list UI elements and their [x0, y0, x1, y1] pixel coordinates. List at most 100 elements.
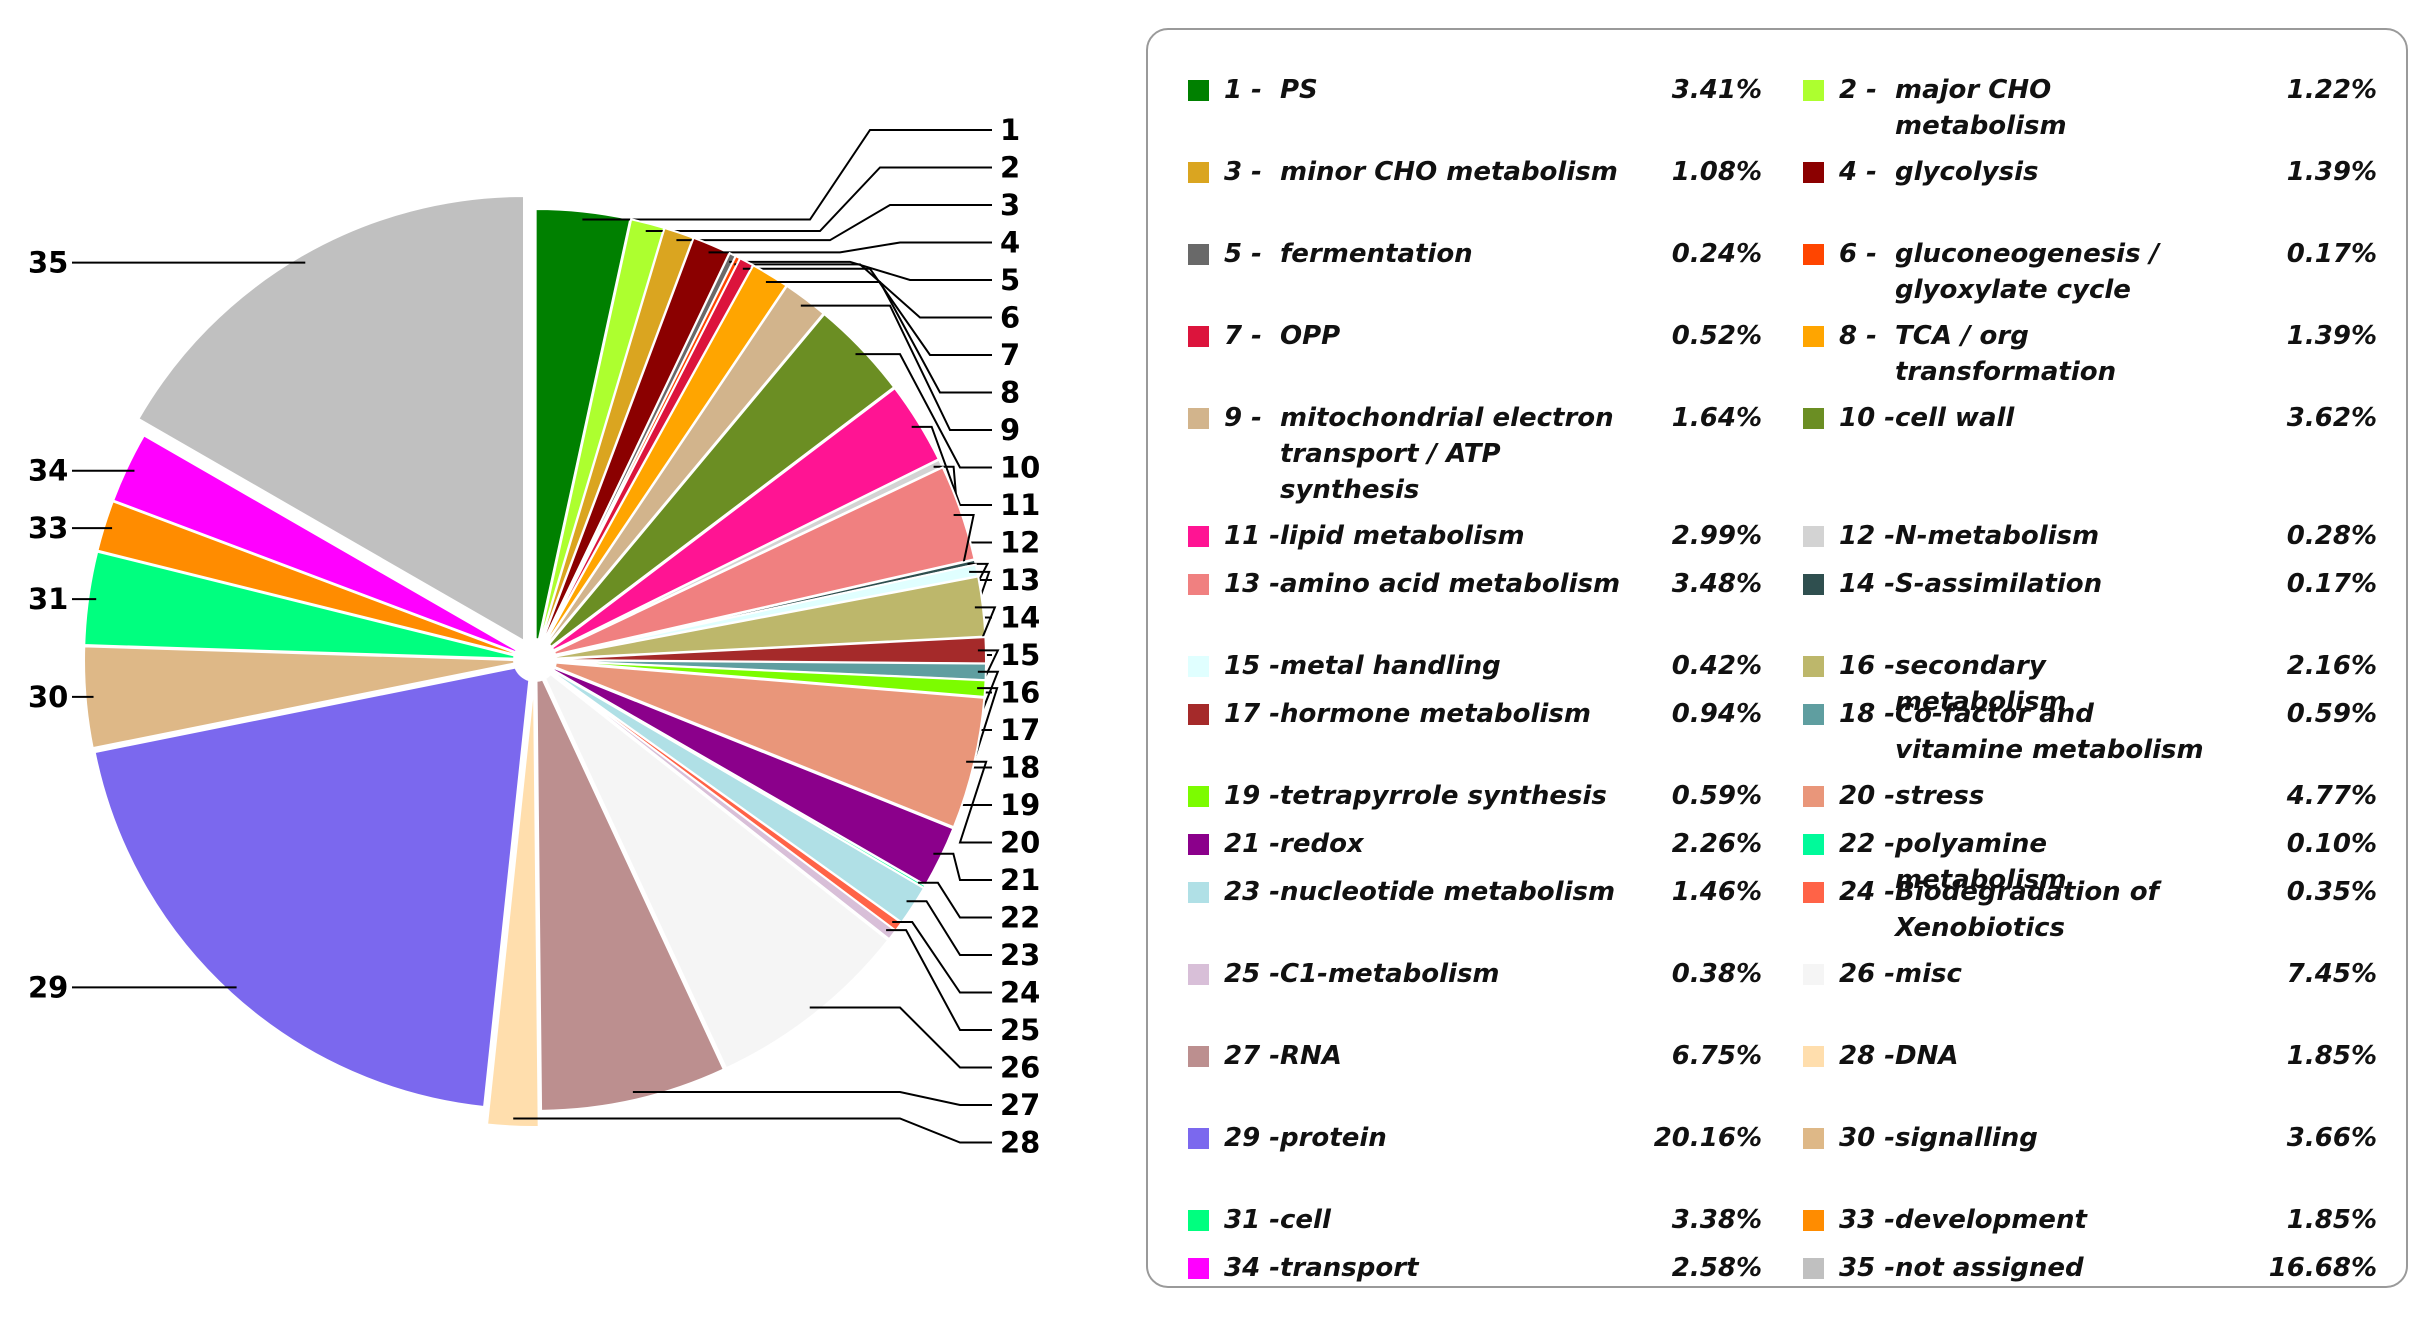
- legend-percent: 2.58%: [1671, 1253, 1762, 1283]
- legend-item-8: 8 - TCA / org transformation 1.39%: [1803, 318, 2378, 398]
- legend-item-20: 20 - stress 4.77%: [1803, 778, 2378, 858]
- callout-label-7: 7: [1000, 338, 1020, 372]
- leader-line-24: [892, 921, 992, 994]
- legend-percent: 0.28%: [2286, 521, 2377, 551]
- leader-line-28: [513, 1117, 992, 1144]
- legend-label: fermentation: [1280, 239, 1473, 269]
- legend-percent: 3.41%: [1671, 75, 1762, 105]
- pie-slice-10: [538, 312, 896, 657]
- legend-percent: 3.38%: [1671, 1205, 1762, 1235]
- legend-number: 19 -: [1224, 781, 1281, 811]
- legend-number: 8 -: [1839, 321, 1877, 351]
- leader-line-10: [855, 353, 992, 469]
- callout-label-10: 10: [1000, 451, 1040, 485]
- legend-swatch: [1803, 1258, 1824, 1279]
- legend-swatch: [1188, 162, 1209, 183]
- legend-swatch: [1803, 882, 1824, 903]
- pie-slice-28: [485, 681, 540, 1128]
- legend-number: 10 -: [1839, 403, 1896, 433]
- legend-item-34: 34 - transport 2.58%: [1188, 1250, 1763, 1330]
- legend-swatch: [1188, 786, 1209, 807]
- leader-line-5: [729, 260, 992, 281]
- callout-label-22: 22: [1000, 901, 1040, 935]
- legend-swatch: [1188, 882, 1209, 903]
- legend-label: signalling: [1895, 1123, 2038, 1153]
- legend-percent: 0.38%: [1671, 959, 1762, 989]
- legend-number: 5 -: [1224, 239, 1262, 269]
- callout-label-34: 34: [28, 454, 68, 488]
- legend-item-5: 5 - fermentation 0.24%: [1188, 236, 1763, 316]
- legend-swatch: [1803, 162, 1824, 183]
- pie-slice-9: [537, 284, 826, 656]
- legend-swatch: [1188, 526, 1209, 547]
- legend-percent: 1.64%: [1671, 403, 1762, 433]
- legend-swatch: [1803, 574, 1824, 595]
- pie-slice-20: [540, 660, 986, 829]
- legend-label: stress: [1895, 781, 1985, 811]
- callout-label-31: 31: [28, 582, 68, 616]
- legend-percent: 0.59%: [1671, 781, 1762, 811]
- legend-item-3: 3 - minor CHO metabolism 1.08%: [1188, 154, 1763, 234]
- callout-label-25: 25: [1000, 1013, 1040, 1047]
- leader-line-9: [800, 304, 992, 431]
- legend-item-29: 29 - protein 20.16%: [1188, 1120, 1763, 1200]
- legend-item-27: 27 - RNA 6.75%: [1188, 1038, 1763, 1118]
- legend-number: 2 -: [1839, 75, 1877, 105]
- legend-item-28: 28 - DNA 1.85%: [1803, 1038, 2378, 1118]
- legend-number: 23 -: [1224, 877, 1281, 907]
- legend-swatch: [1803, 656, 1824, 677]
- legend-percent: 3.48%: [1671, 569, 1762, 599]
- legend-percent: 1.39%: [2286, 321, 2377, 351]
- legend-number: 27 -: [1224, 1041, 1281, 1071]
- legend-number: 18 -: [1839, 699, 1896, 729]
- legend-label: polyamine metabolism: [1895, 829, 2067, 895]
- leader-line-7: [742, 267, 992, 356]
- legend-swatch: [1803, 834, 1824, 855]
- callout-label-26: 26: [1000, 1051, 1040, 1085]
- legend-label: gluconeogenesis / glyoxylate cycle: [1895, 239, 2160, 305]
- legend-percent: 2.16%: [2286, 651, 2377, 681]
- pie-slice-34: [111, 433, 531, 659]
- legend-label: redox: [1280, 829, 1364, 859]
- legend-percent: 0.35%: [2286, 877, 2377, 907]
- legend-label: S-assimilation: [1895, 569, 2103, 599]
- pie-slice-31: [83, 550, 530, 661]
- legend-percent: 1.08%: [1671, 157, 1762, 187]
- legend-label: metal handling: [1280, 651, 1501, 681]
- callout-label-14: 14: [1000, 601, 1040, 635]
- legend-item-35: 35 - not assigned 16.68%: [1803, 1250, 2378, 1330]
- legend-item-33: 33 - development 1.85%: [1803, 1202, 2378, 1282]
- legend-label: TCA / org transformation: [1895, 321, 2117, 387]
- legend-number: 20 -: [1839, 781, 1896, 811]
- legend-number: 3 -: [1224, 157, 1262, 187]
- legend-item-26: 26 - misc 7.45%: [1803, 956, 2378, 1036]
- legend-swatch: [1803, 1210, 1824, 1231]
- legend-label: C1-metabolism: [1280, 959, 1500, 989]
- legend-swatch: [1188, 80, 1209, 101]
- legend-number: 6 -: [1839, 239, 1877, 269]
- legend-item-1: 1 - PS 3.41%: [1188, 72, 1763, 152]
- legend-label: major CHO metabolism: [1895, 75, 2067, 141]
- legend-item-15: 15 - metal handling 0.42%: [1188, 648, 1763, 728]
- legend-percent: 0.42%: [1671, 651, 1762, 681]
- legend-number: 22 -: [1839, 829, 1896, 859]
- legend-swatch: [1803, 704, 1824, 725]
- legend-number: 25 -: [1224, 959, 1281, 989]
- legend-item-14: 14 - S-assimilation 0.17%: [1803, 566, 2378, 646]
- leader-line-22: [917, 881, 992, 919]
- leader-line-20: [958, 760, 992, 844]
- legend-percent: 7.45%: [2286, 959, 2377, 989]
- legend-label: Biodegradation of Xenobiotics: [1895, 877, 2159, 943]
- callout-label-6: 6: [1000, 301, 1020, 335]
- legend-number: 14 -: [1839, 569, 1896, 599]
- leader-line-25: [886, 929, 992, 1031]
- legend-percent: 4.77%: [2286, 781, 2377, 811]
- callout-label-11: 11: [1000, 488, 1040, 522]
- legend-label: secondary metabolism: [1895, 651, 2067, 717]
- legend-percent: 0.17%: [2286, 569, 2377, 599]
- legend-swatch: [1803, 408, 1824, 429]
- legend-label: misc: [1895, 959, 1962, 989]
- callout-label-20: 20: [1000, 826, 1040, 860]
- legend-label: N-metabolism: [1895, 521, 2100, 551]
- legend-swatch: [1188, 964, 1209, 985]
